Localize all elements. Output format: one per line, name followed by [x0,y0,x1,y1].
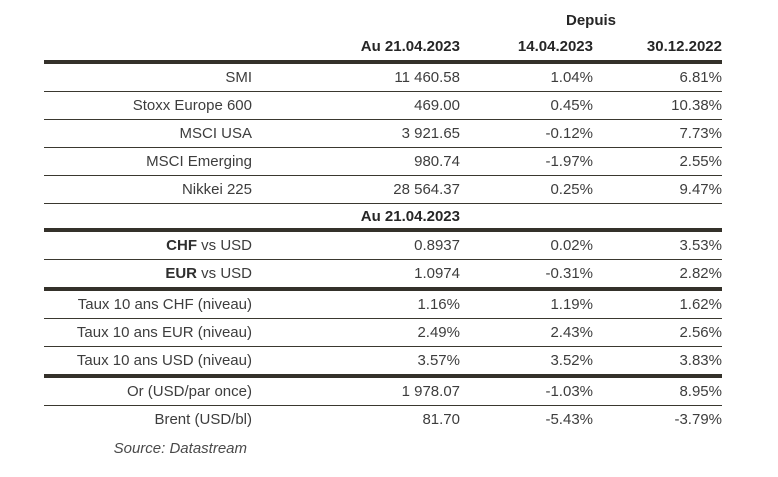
market-data-table: Depuis Au 21.04.2023 14.04.2023 30.12.20… [44,8,722,463]
row-label: Taux 10 ans CHF (niveau) [77,296,252,313]
row-since-yearstart: 10.38% [671,97,722,114]
row-label: Brent (USD/bl) [154,411,252,428]
row-value: 0.8937 [414,237,460,254]
column-header-row: Au 21.04.2023 14.04.2023 30.12.2022 [44,32,722,64]
table-row-smi: SMI 11 460.58 1.04% 6.81% [44,64,722,92]
mid-section-header-value-date: Au 21.04.2023 [360,207,460,225]
row-since-yearstart: -3.79% [674,411,722,428]
row-value: 28 564.37 [393,181,460,198]
row-since-yearstart: 2.55% [679,153,722,170]
row-since-yearstart: 2.82% [679,265,722,282]
row-since-yearstart: 7.73% [679,125,722,142]
column-header-since-week: 14.04.2023 [517,37,593,55]
row-since-week: -5.43% [545,411,593,428]
column-header-since-yearstart: 30.12.2022 [646,37,722,55]
currency-pair-rest: vs USD [196,265,252,282]
table-row-or: Or (USD/par once) 1 978.07 -1.03% 8.95% [44,378,722,406]
table-row-msci-emerging: MSCI Emerging 980.74 -1.97% 2.55% [44,148,722,176]
row-label: MSCI Emerging [146,153,252,170]
row-since-week: 3.52% [550,352,593,369]
row-value: 980.74 [414,153,460,170]
row-since-yearstart: 8.95% [679,383,722,400]
row-label: MSCI USA [179,125,252,142]
row-since-week: 0.45% [550,97,593,114]
table-row-taux-10-ans-chf: Taux 10 ans CHF (niveau) 1.16% 1.19% 1.6… [44,291,722,319]
row-since-yearstart: 1.62% [679,296,722,313]
row-since-yearstart: 2.56% [679,324,722,341]
currency-code: CHF [166,237,197,254]
row-since-week: -1.03% [545,383,593,400]
row-value: 11 460.58 [394,69,460,86]
table-row-brent: Brent (USD/bl) 81.70 -5.43% -3.79% [44,406,722,433]
row-since-week: -1.97% [545,153,593,170]
depuis-header-label: Depuis [565,11,616,29]
table-row-stoxx-europe-600: Stoxx Europe 600 469.00 0.45% 10.38% [44,92,722,120]
row-value: 3 921.65 [401,125,460,142]
table-row-taux-10-ans-eur: Taux 10 ans EUR (niveau) 2.49% 2.43% 2.5… [44,319,722,347]
row-since-week: 1.19% [550,296,593,313]
row-label: Or (USD/par once) [126,383,252,400]
row-since-yearstart: 6.81% [679,69,722,86]
row-since-week: 1.04% [550,69,593,86]
row-since-yearstart: 3.53% [679,237,722,254]
row-label: Taux 10 ans USD (niveau) [76,352,252,369]
table-row-eur-vs-usd: EUR vs USD 1.0974 -0.31% 2.82% [44,260,722,291]
source-label: Source: Datastream [113,439,247,457]
row-label: Nikkei 225 [181,181,252,198]
row-value: 469.00 [414,97,460,114]
row-value: 2.49% [417,324,460,341]
row-value: 81.70 [422,411,460,428]
row-since-week: 0.25% [550,181,593,198]
table-row-msci-usa: MSCI USA 3 921.65 -0.12% 7.73% [44,120,722,148]
table-row-chf-vs-usd: CHF vs USD 0.8937 0.02% 3.53% [44,232,722,260]
row-since-yearstart: 9.47% [679,181,722,198]
table-row-taux-10-ans-usd: Taux 10 ans USD (niveau) 3.57% 3.52% 3.8… [44,347,722,378]
column-header-value-date: Au 21.04.2023 [360,37,460,55]
row-since-week: 2.43% [550,324,593,341]
row-label: EUR vs USD [44,266,252,281]
row-since-week: -0.12% [545,125,593,142]
row-since-yearstart: 3.83% [679,352,722,369]
row-label: Stoxx Europe 600 [132,97,252,114]
row-value: 3.57% [417,352,460,369]
row-since-week: -0.31% [545,265,593,282]
table-row-nikkei-225: Nikkei 225 28 564.37 0.25% 9.47% [44,176,722,204]
depuis-header-row: Depuis [44,8,722,32]
source-row: Source: Datastream [44,433,722,463]
row-since-week: 0.02% [550,237,593,254]
row-label: Taux 10 ans EUR (niveau) [76,324,252,341]
row-value: 1 978.07 [401,383,460,400]
currency-code: EUR [165,265,197,282]
row-label: SMI [225,69,252,86]
mid-section-header-row: Au 21.04.2023 [44,204,722,232]
row-label: CHF vs USD [44,238,252,253]
row-value: 1.0974 [414,265,460,282]
currency-pair-rest: vs USD [196,237,252,254]
row-value: 1.16% [417,296,460,313]
